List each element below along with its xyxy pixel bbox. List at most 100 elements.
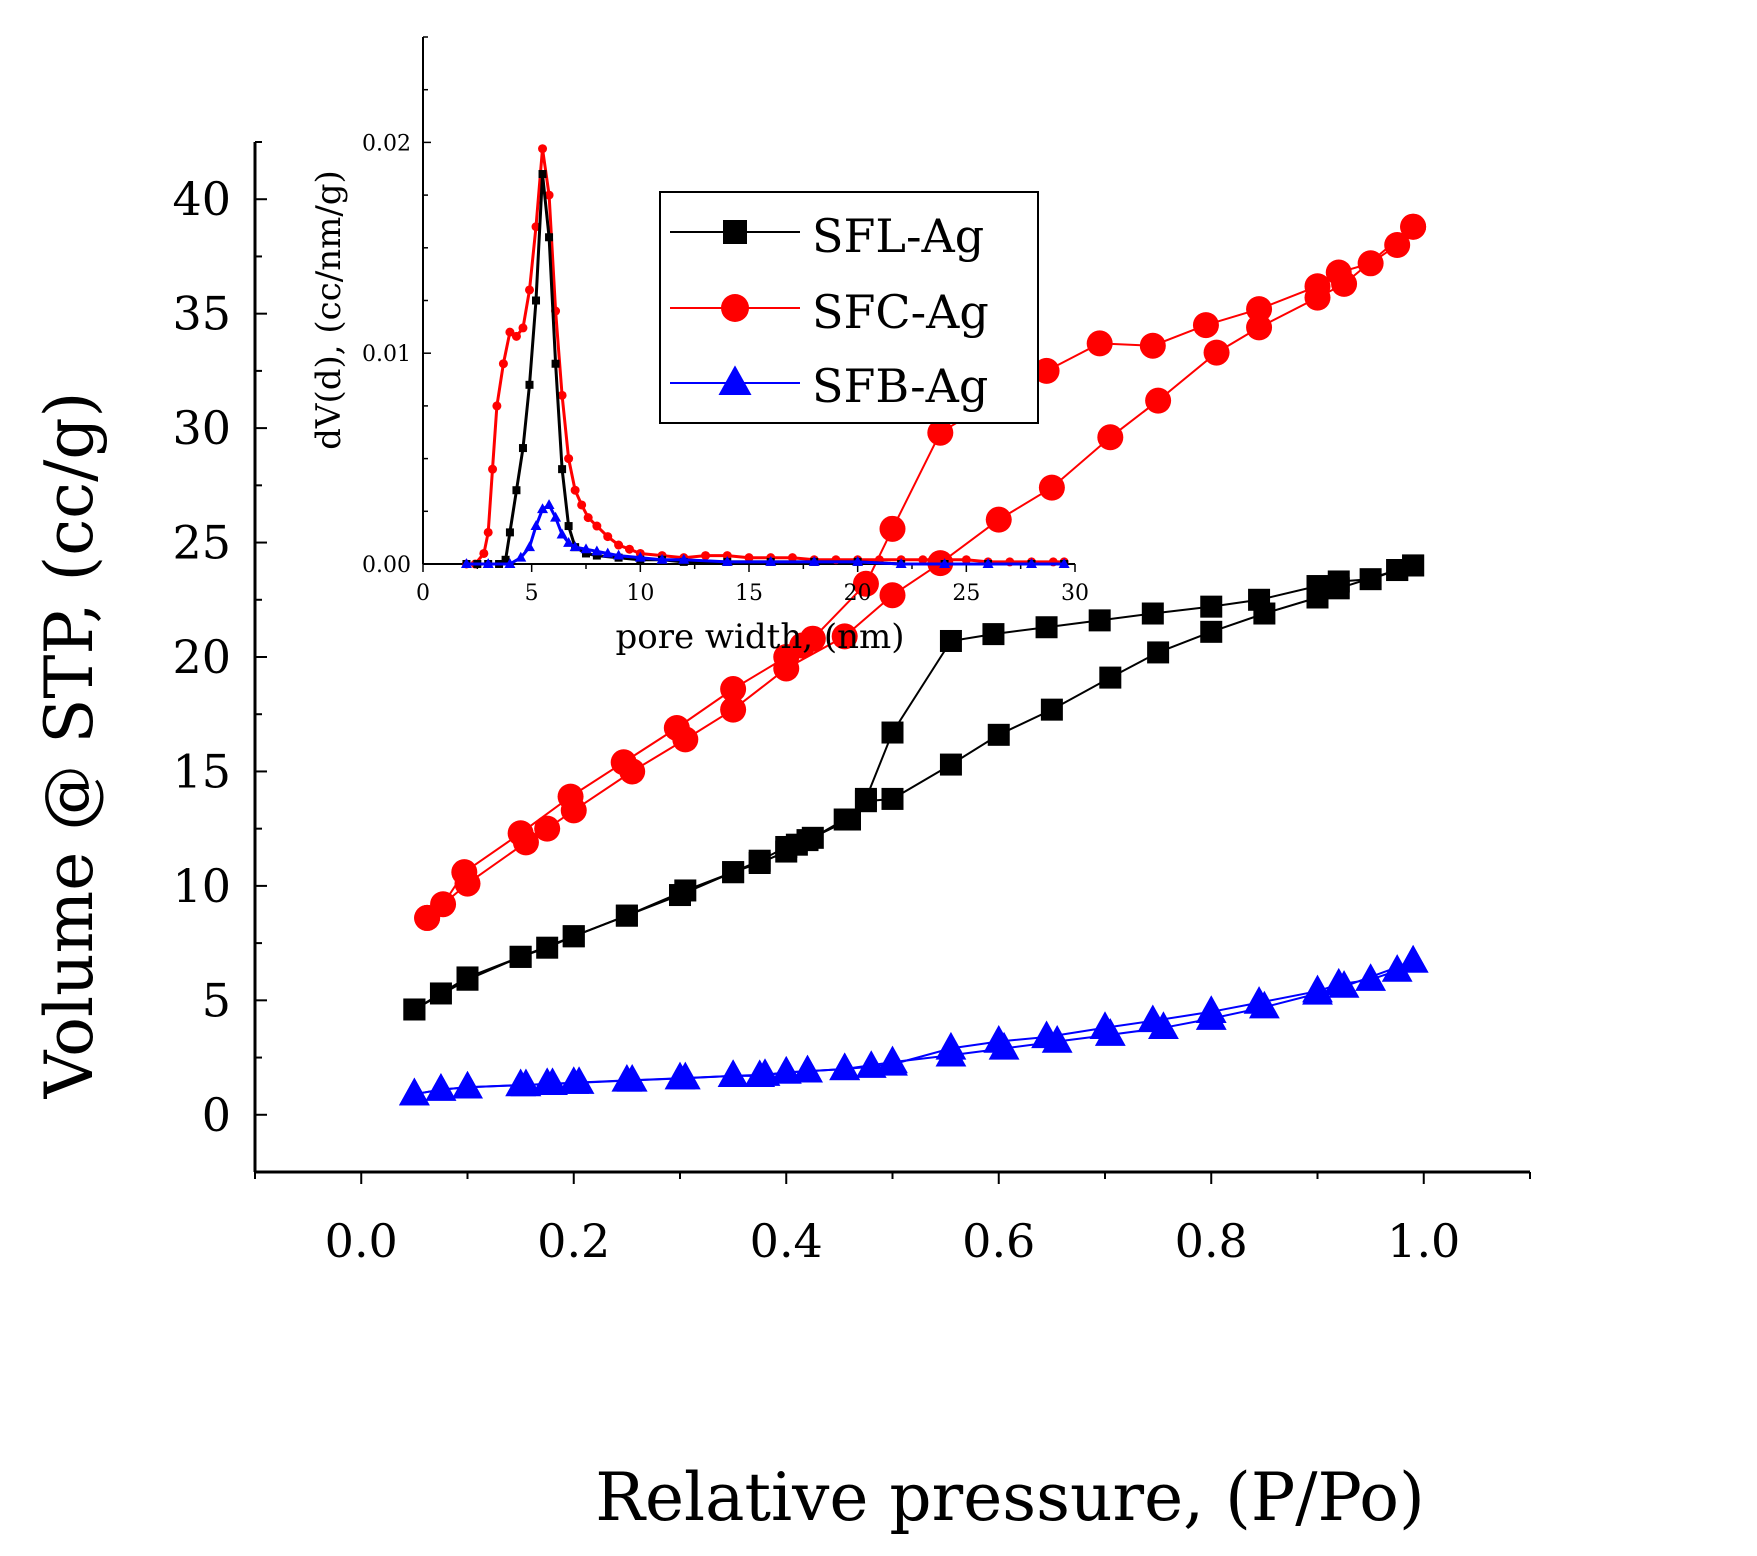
inset-data-point-sfc bbox=[511, 331, 521, 341]
inset-data-point-sfl bbox=[505, 528, 514, 537]
data-point-sfl bbox=[881, 787, 904, 810]
data-point-sfb bbox=[531, 1067, 563, 1096]
data-point-sfl bbox=[1253, 602, 1276, 625]
inset-data-point-sfl bbox=[551, 359, 560, 368]
data-point-sfc bbox=[414, 904, 441, 931]
legend: SFL-Ag SFC-Ag SFB-Ag bbox=[659, 191, 1039, 424]
data-point-sfl bbox=[1147, 641, 1170, 664]
data-point-sfc bbox=[1192, 312, 1219, 339]
main-x-tick-label: 0.2 bbox=[537, 1214, 610, 1268]
inset-data-point-sfc bbox=[603, 532, 613, 542]
inset-data-point-sfb bbox=[550, 511, 562, 522]
data-point-sfc bbox=[720, 696, 747, 723]
inset-data-point-sfc bbox=[918, 555, 928, 565]
inset-data-point-sfc bbox=[498, 359, 508, 369]
inset-data-point-sfc bbox=[787, 553, 797, 563]
data-point-sfl bbox=[1040, 698, 1063, 721]
main-y-tick-label: 20 bbox=[172, 630, 231, 684]
inset-data-point-sfb bbox=[580, 543, 592, 554]
data-point-sfl bbox=[403, 998, 426, 1021]
inset-data-point-sfb bbox=[602, 547, 614, 558]
main-y-tick-label: 35 bbox=[172, 287, 231, 341]
inset-data-point-sfc bbox=[701, 551, 711, 561]
inset-x-tick-label: 5 bbox=[525, 581, 539, 606]
inset-data-point-sfb bbox=[656, 553, 668, 564]
data-point-sfl bbox=[456, 968, 479, 991]
inset-x-tick-label: 20 bbox=[844, 581, 872, 606]
inset-data-point-sfb bbox=[543, 499, 555, 509]
inset-data-point-sfl bbox=[501, 555, 510, 564]
inset-data-point-sfc bbox=[564, 454, 574, 464]
inset-data-point-sfb bbox=[591, 545, 603, 556]
inset-data-point-sfl bbox=[592, 551, 601, 560]
inset-data-point-sfb bbox=[523, 541, 535, 552]
inset-data-point-sfc bbox=[614, 540, 624, 550]
data-point-sfb bbox=[1148, 1011, 1179, 1039]
data-point-sfb bbox=[510, 1068, 542, 1097]
inset-data-point-sfc bbox=[624, 544, 634, 554]
inset-data-point-sfb bbox=[939, 558, 951, 568]
main-y-tick-label: 0 bbox=[202, 1088, 231, 1142]
inset-data-point-sfc bbox=[583, 513, 593, 523]
data-point-sfc bbox=[927, 419, 954, 446]
data-point-sfb bbox=[563, 1066, 595, 1094]
data-point-sfl bbox=[748, 849, 771, 872]
data-point-sfb bbox=[1195, 1002, 1227, 1030]
data-point-sfl bbox=[674, 879, 697, 902]
inset-y-axis-label: dV(d), (cc/nm/g) bbox=[309, 170, 349, 450]
inset-data-point-sfb bbox=[613, 549, 625, 560]
inset-data-point-sfl bbox=[564, 522, 573, 531]
main-x-tick-label: 0.8 bbox=[1175, 1214, 1248, 1268]
inset-y-tick-label: 0.00 bbox=[362, 553, 411, 578]
inset-data-point-sfc bbox=[488, 464, 498, 474]
data-point-sfc bbox=[985, 506, 1012, 533]
data-point-sfb bbox=[1041, 1025, 1073, 1053]
data-point-sfb bbox=[425, 1073, 457, 1101]
data-point-sfl bbox=[801, 826, 824, 849]
inset-series-sfb bbox=[460, 499, 1070, 568]
inset-data-point-sfc bbox=[592, 521, 602, 531]
data-point-sfc bbox=[1086, 330, 1113, 357]
data-point-sfc bbox=[1033, 357, 1060, 384]
inset-y-tick-label: 0.02 bbox=[362, 131, 411, 156]
data-point-sfl bbox=[615, 904, 638, 927]
inset-series-line-sfb bbox=[466, 502, 1065, 566]
data-point-sfc bbox=[672, 726, 699, 753]
data-point-sfb bbox=[877, 1045, 908, 1074]
data-point-sfc bbox=[799, 625, 826, 652]
inset-x-tick-label: 30 bbox=[1061, 581, 1089, 606]
data-point-sfb bbox=[1381, 954, 1413, 982]
data-point-sfb bbox=[935, 1038, 967, 1067]
inset-data-point-sfl bbox=[582, 549, 590, 558]
main-x-tick-label: 0.4 bbox=[750, 1214, 823, 1268]
inset-data-point-sfb bbox=[482, 558, 494, 568]
inset-data-point-sfb bbox=[504, 558, 516, 568]
inset-data-point-sfc bbox=[544, 190, 554, 200]
main-x-tick-label: 0.6 bbox=[962, 1214, 1035, 1268]
data-point-sfc bbox=[619, 758, 646, 785]
main-y-tick-label: 40 bbox=[172, 172, 231, 226]
inset-data-point-sfb bbox=[460, 558, 472, 568]
main-y-tick-label: 25 bbox=[172, 516, 231, 570]
data-point-sfl bbox=[939, 629, 962, 652]
data-point-sfc bbox=[1304, 284, 1331, 311]
main-y-axis-label: Volume @ STP, (cc/g) bbox=[31, 392, 108, 1100]
inset-x-tick-label: 25 bbox=[952, 581, 980, 606]
data-point-sfc bbox=[831, 623, 858, 650]
data-point-sfl bbox=[562, 925, 585, 948]
inset-data-point-sfc bbox=[479, 548, 489, 558]
inset-data-point-sfl bbox=[545, 233, 554, 242]
data-point-sfc bbox=[720, 676, 747, 703]
inset-data-point-sfb bbox=[895, 558, 907, 568]
inset-x-axis-label: pore width, (nm) bbox=[616, 617, 905, 657]
inset-data-point-sfl bbox=[525, 380, 534, 389]
data-point-sfb bbox=[744, 1059, 776, 1088]
data-point-sfl bbox=[854, 790, 877, 813]
inset-x-tick-label: 15 bbox=[735, 581, 763, 606]
inset-data-point-sfl bbox=[538, 170, 547, 179]
data-point-sfb bbox=[1094, 1018, 1126, 1046]
data-point-sfc bbox=[852, 570, 879, 597]
data-point-sfb bbox=[669, 1061, 701, 1090]
